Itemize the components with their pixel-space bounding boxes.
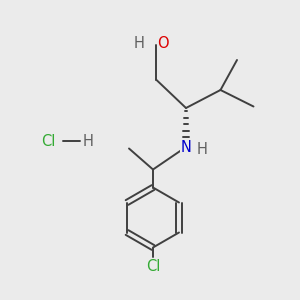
Text: N: N xyxy=(181,140,191,154)
Text: O: O xyxy=(158,36,169,51)
Text: H: H xyxy=(83,134,94,148)
Text: H: H xyxy=(134,36,145,51)
Text: Cl: Cl xyxy=(41,134,55,148)
Text: H: H xyxy=(196,142,207,158)
Text: Cl: Cl xyxy=(146,259,160,274)
